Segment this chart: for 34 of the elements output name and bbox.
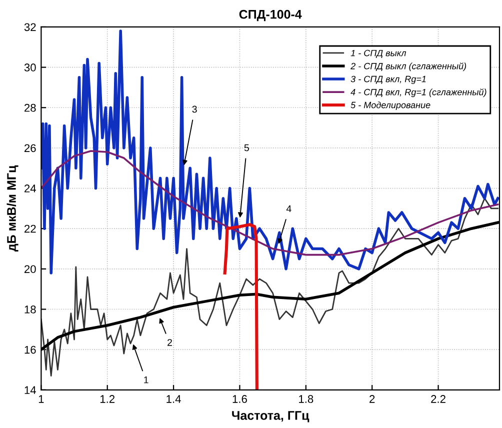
y-tick-label: 18 <box>24 306 36 314</box>
legend-label: 2 - СПД выкл (сглаженный) <box>350 62 466 72</box>
legend-label: 5 - Моделирование <box>350 102 430 110</box>
x-tick-label: 1.4 <box>166 395 181 403</box>
legend-label: 3 - СПД вкл, Rg=1 <box>350 76 426 84</box>
x-axis-title: Частота, ГГц <box>232 411 310 422</box>
x-tick-label: 2 <box>370 395 375 403</box>
annotation: 3 <box>192 106 197 113</box>
x-tick-label: 1.6 <box>232 395 247 403</box>
annotation: 1 <box>144 376 148 384</box>
chart-title: СПД-100-4 <box>239 10 302 22</box>
y-tick-label: 30 <box>24 64 36 72</box>
x-tick-label: 2.2 <box>431 395 446 403</box>
annotation: 2 <box>168 339 172 346</box>
line-series <box>41 150 499 256</box>
y-tick-label: 16 <box>24 346 36 354</box>
x-tick-label: 1 <box>38 395 44 403</box>
annotation: 4 <box>286 205 292 212</box>
x-tick-label: 1.2 <box>100 395 115 403</box>
line-series <box>41 30 500 274</box>
y-tick-label: 14 <box>24 386 36 394</box>
legend-label: 1 - СПД выкл <box>350 50 406 58</box>
legend-label: 4 - СПД вкл, Rg=1 (сглаженный) <box>350 88 486 98</box>
y-tick-label: 24 <box>24 184 36 192</box>
line-series <box>41 198 499 376</box>
line-series <box>223 223 258 390</box>
y-tick-label: 28 <box>24 104 36 112</box>
y-tick-label: 20 <box>24 265 36 274</box>
y-tick-label: 26 <box>24 144 36 152</box>
annotation: 5 <box>244 144 249 152</box>
y-tick-label: 22 <box>24 224 36 233</box>
x-tick-label: 1.8 <box>299 395 314 403</box>
y-tick-label: 32 <box>24 23 36 32</box>
y-axis-title: дБ мкВ/м МГц <box>6 165 18 252</box>
